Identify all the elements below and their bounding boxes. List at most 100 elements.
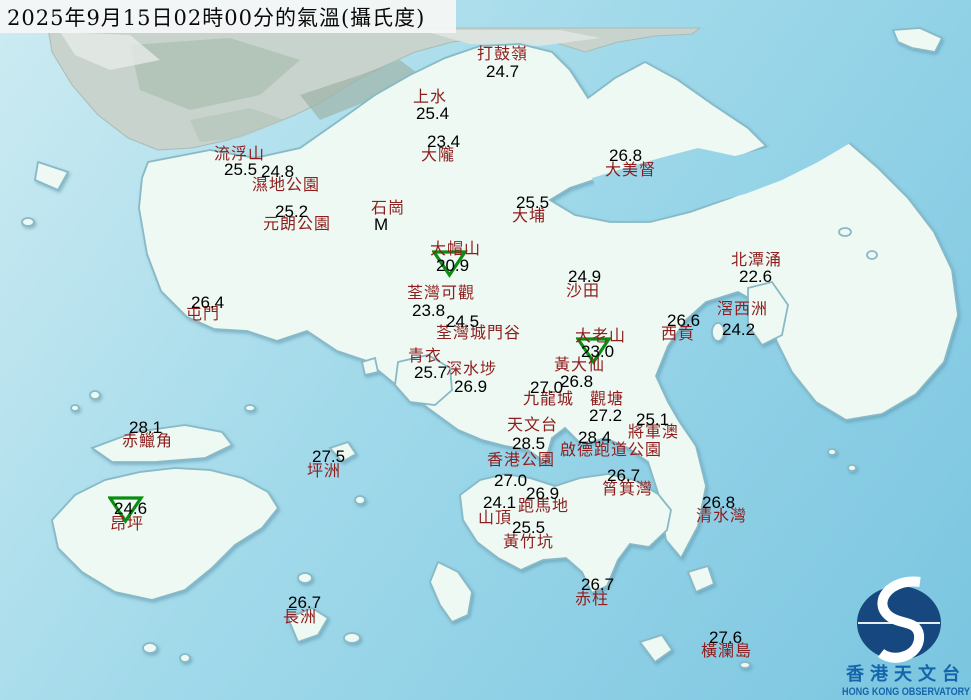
station-temperature: 28.4 [578,428,612,447]
sea-tolo-harbour [592,42,970,210]
station-temperature: 26.7 [607,466,641,485]
station-temperature: 20.9 [436,256,470,275]
station-name: 長洲 [283,607,318,626]
station-temperature: 25.5 [516,193,550,212]
hko-logo-cjk: 香港天文台 [845,663,966,685]
station-name: 山頂 [478,508,513,527]
station-name: 啟德跑道公園 [560,440,663,459]
station-temperature: 23.0 [581,342,615,361]
station-temperature: 24.1 [483,493,517,512]
hko-logo-swirl [877,576,924,663]
green-triangle-marker [108,496,144,524]
station-name: 打鼓嶺 [477,44,529,63]
station-temperature: 27.0 [530,378,564,397]
station-name: 赤柱 [575,589,610,608]
green-triangle-marker [432,250,468,278]
land [21,27,959,669]
station-name: 赤鱲角 [122,431,174,450]
station-temperature: 26.7 [581,575,615,594]
station-temperature: 24.2 [722,320,756,339]
station-name: 黃大仙 [554,355,606,374]
station-temperature: 25.2 [275,202,309,221]
station-name: 荃灣城門谷 [436,323,522,342]
station-name: 沙田 [566,281,601,300]
station-temperature: 25.5 [224,160,258,179]
land-new-territories [138,43,959,560]
station-name: 跑馬地 [518,496,570,515]
station-temperature: 27.5 [312,447,346,466]
land-tsing-yi [394,354,453,406]
station-temperature: 28.1 [129,418,163,437]
station-name: 大隴 [421,145,456,164]
station-temperature: 26.6 [667,311,701,330]
station-name: 將軍澳 [628,422,680,441]
station-name: 西貢 [661,324,696,343]
station-temperature: 27.2 [589,406,623,425]
station-temperature: 24.9 [568,267,602,286]
station-temperature: 25.7 [414,363,448,382]
land-kau-sai-chau [747,280,789,347]
station-temperature: 24.5 [446,312,480,331]
station-name: 天文台 [507,415,559,434]
station-temperature: 23.8 [412,301,446,320]
station-name: 滘西洲 [717,299,769,318]
station-temperature: 26.7 [288,593,322,612]
station-name: 觀塘 [590,389,625,408]
station-temperature: 25.1 [636,410,670,429]
station-temperature: 26.8 [560,372,594,391]
land-cheung-chau [286,606,330,644]
land-peng-chau [328,440,358,464]
station-name: 深水埗 [446,359,498,378]
station-temperature: 26.8 [609,146,643,165]
station-name: 元朗公園 [263,214,332,233]
station-temperature: 23.4 [427,132,461,151]
station-temperature: 24.8 [261,162,295,181]
green-triangle-marker [576,337,612,365]
station-name: 濕地公園 [252,175,321,194]
land-lamma [429,560,473,624]
station-temperature: 27.0 [494,471,528,490]
station-temperature: 26.8 [702,493,736,512]
station-name: 九龍城 [523,389,575,408]
station-name: 上水 [413,87,448,106]
station-temperature: 27.6 [709,628,743,647]
map-title: 2025年9月15日02時00分的氣溫(攝氏度) [7,5,426,30]
station-name: 北潭涌 [731,250,783,269]
station-name: 黃竹坑 [503,532,555,551]
station-name: 坪洲 [307,461,342,480]
station-temperature: 28.5 [512,434,546,453]
station-temperature: M [374,215,389,234]
station-name: 筲箕灣 [602,479,654,498]
title-bar: 2025年9月15日02時00分的氣溫(攝氏度) [0,0,456,33]
station-name: 大老山 [575,326,627,345]
hko-logo: 香港天文台 HONG KONG OBSERVATORY [842,576,971,698]
station-name: 昂坪 [110,514,145,533]
station-temperature: 26.4 [191,293,225,312]
station-name: 大帽山 [430,239,482,258]
station-name: 石崗 [371,198,406,217]
land-hk-island [459,473,672,595]
station-temperature: 25.5 [512,518,546,537]
station-temperature: 26.9 [454,377,488,396]
station-temperature: 24.7 [486,62,520,81]
station-name: 橫瀾島 [701,641,753,660]
station-temperature: 25.4 [416,104,450,123]
station-temperature: 24.6 [114,499,148,518]
station-name: 清水灣 [696,506,748,525]
station-name: 大埔 [512,206,547,225]
station-name: 流浮山 [214,144,266,163]
station-temperature: 22.6 [739,267,773,286]
station-name: 香港公園 [487,450,556,469]
station-name: 青衣 [408,346,443,365]
station-temperature: 26.9 [526,484,560,503]
station-name: 屯門 [186,304,221,323]
land-airport [90,424,234,463]
land-lantau [51,467,280,601]
station-name: 大美督 [605,160,657,179]
hko-logo-en: HONG KONG OBSERVATORY [842,686,971,698]
station-name: 荃灣可觀 [407,283,476,302]
shenzhen-terrain [47,27,702,151]
